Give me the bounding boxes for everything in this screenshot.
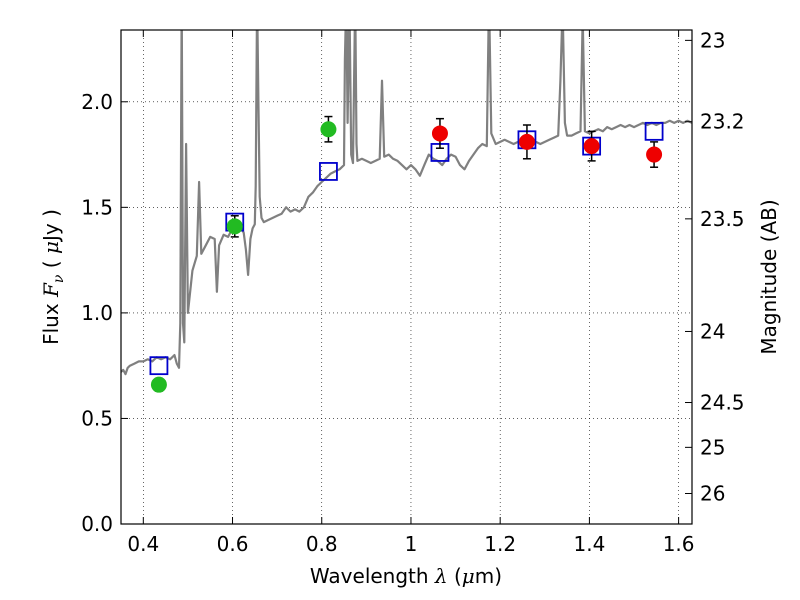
- y2-tick-label: 24: [700, 319, 725, 343]
- y-tick-label: 1.5: [81, 195, 113, 219]
- model-spectrum-layer: [121, 30, 692, 376]
- y2-tick-label: 24.5: [700, 391, 745, 415]
- model-photometry-square: [149, 356, 169, 376]
- y-axis-label: Flux Fν ( μJy ): [39, 209, 67, 345]
- x-tick-label: 1.2: [484, 532, 516, 556]
- y-tick-label: 0.0: [81, 512, 113, 536]
- observed-photometry-layer: [150, 115, 663, 393]
- y-tick-label: 1.0: [81, 301, 113, 325]
- observed-nir-point: [583, 138, 600, 155]
- x-tick-label: 1.6: [663, 532, 695, 556]
- y2-tick-label: 23: [700, 28, 725, 52]
- plot-frame: [120, 29, 693, 525]
- observed-optical-point: [150, 376, 167, 393]
- observed-optical-point: [226, 218, 243, 235]
- x-tick-label: 0.4: [127, 532, 159, 556]
- y-tick-label: 2.0: [81, 90, 113, 114]
- y2-tick-label: 25: [700, 435, 725, 459]
- y2-axis-label: Magnitude (AB): [757, 199, 781, 354]
- model-photometry-square: [319, 162, 338, 181]
- x-tick-label: 1: [405, 532, 418, 556]
- x-axis-label: Wavelength λ (μm): [310, 564, 502, 588]
- y-tick-label: 0.5: [81, 406, 113, 430]
- y2-tick-label: 23.5: [700, 207, 745, 231]
- ticks: 0.4 0.6 0.8 1 1.2 1.4 1.6 0.0 0.5 1.0 1.5 2.0 23 23.2…: [81, 28, 744, 556]
- y2-tick-label: 26: [700, 481, 725, 505]
- observed-nir-point: [646, 146, 663, 163]
- observed-nir-point: [518, 133, 535, 150]
- y2-tick-label: 23.2: [700, 110, 745, 134]
- observed-optical-point: [320, 121, 337, 138]
- observed-nir-point: [431, 125, 448, 142]
- model-photometry-square: [644, 121, 664, 141]
- x-tick-label: 1.4: [573, 532, 605, 556]
- model-photometry-layer: [149, 121, 664, 376]
- x-tick-label: 0.8: [306, 532, 338, 556]
- grid: [121, 30, 692, 525]
- x-tick-label: 0.6: [217, 532, 249, 556]
- model-spectrum-line: [121, 30, 692, 376]
